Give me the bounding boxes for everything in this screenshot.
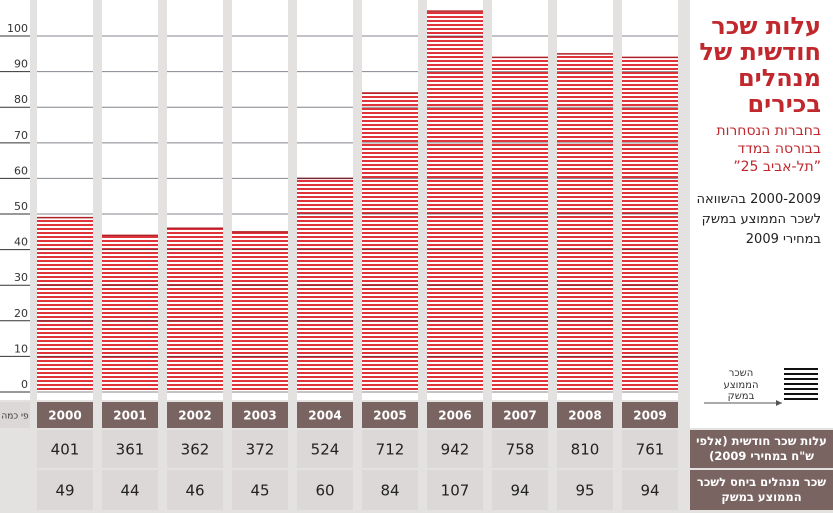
x-tick-label: 2002 [178,409,211,423]
y-tick-label: 90 [14,58,28,71]
year-cell [102,402,158,428]
year-cell [37,402,93,428]
x-tick-label: 2004 [308,409,341,423]
y-axis-label: פי כמה [1,412,29,422]
ratio-value: 95 [575,482,594,500]
title: עלות שכר חודשית של מנהלים בכירים [699,12,821,118]
y-tick-label: 30 [14,271,28,284]
bar [622,57,678,392]
year-cell [427,402,483,428]
x-tick-label: 2007 [503,409,536,423]
ratio-value: 60 [315,482,334,500]
year-cell [492,402,548,428]
ratio-value: 84 [380,482,399,500]
ratio-cell [167,470,223,510]
x-tick-label: 2000 [48,409,81,423]
y-tick-label: 0 [21,378,28,391]
cost-cell [297,430,353,468]
ratio-value: 49 [55,482,74,500]
year-cell [362,402,418,428]
year-cell [622,402,678,428]
y-tick-label: 80 [14,93,28,106]
x-tick-label: 2003 [243,409,276,423]
ratio-value: 46 [185,482,204,500]
bar [427,11,483,393]
cost-value: 758 [506,441,535,459]
cost-value: 401 [51,441,80,459]
cost-cell [427,430,483,468]
year-cell [167,402,223,428]
axis-label-cell [0,402,30,428]
ratio-cell [37,470,93,510]
bar [557,53,613,392]
cost-cell [232,430,288,468]
ratio-cell [297,470,353,510]
cost-value: 942 [441,441,470,459]
cost-value: 372 [246,441,275,459]
cost-value: 810 [571,441,600,459]
ratio-cell [232,470,288,510]
x-tick-label: 2006 [438,409,471,423]
legend-label: השכר הממוצע במשק [723,368,759,402]
ratio-cell [622,470,678,510]
y-tick-label: 20 [14,307,28,320]
ratio-cell [362,470,418,510]
ratio-value: 94 [640,482,659,500]
year-cell [297,402,353,428]
ratio-value: 44 [120,482,139,500]
ratio-value: 107 [441,482,470,500]
cost-value: 524 [311,441,340,459]
ratio-cell [102,470,158,510]
cost-cell [362,430,418,468]
ratio-value: 45 [250,482,269,500]
x-tick-label: 2008 [568,409,601,423]
y-tick-label: 50 [14,200,28,213]
cost-row-label: עלות שכר חודשית (אלפי ש"ח במחירי 2009) [690,430,833,468]
year-cell [557,402,613,428]
cost-cell [102,430,158,468]
cost-cell [622,430,678,468]
bar [37,217,93,392]
y-tick-label: 70 [14,129,28,142]
info-panel: עלות שכר חודשית של מנהלים בכירים בחברות … [690,0,833,428]
cost-cell [492,430,548,468]
ratio-cell [492,470,548,510]
cost-cell [37,430,93,468]
bar [167,228,223,392]
cost-cell [167,430,223,468]
y-tick-label: 100 [7,22,28,35]
ratio-cell [427,470,483,510]
bar [492,57,548,392]
year-cell [232,402,288,428]
ratio-value: 94 [510,482,529,500]
description: 2000-2009 בהשוואה לשכר הממוצע במשק במחיר… [696,192,821,248]
x-tick-label: 2009 [633,409,666,423]
bar [362,92,418,393]
ratio-row-label: שכר מנהלים ביחס לשכר הממוצע במשק [690,470,833,510]
bar [102,235,158,392]
subtitle: בחברות הנסחרות בבורסה במדד ”תל-אביב 25” [716,122,821,175]
cost-value: 761 [636,441,665,459]
cost-value: 362 [181,441,210,459]
ratio-cell [557,470,613,510]
axis-panel [0,0,30,400]
cost-value: 712 [376,441,405,459]
x-tick-label: 2001 [113,409,146,423]
y-tick-label: 40 [14,236,28,249]
y-tick-label: 60 [14,164,28,177]
cost-cell [557,430,613,468]
bar [232,231,288,392]
cost-value: 361 [116,441,145,459]
y-tick-label: 10 [14,342,28,355]
x-tick-label: 2005 [373,409,406,423]
